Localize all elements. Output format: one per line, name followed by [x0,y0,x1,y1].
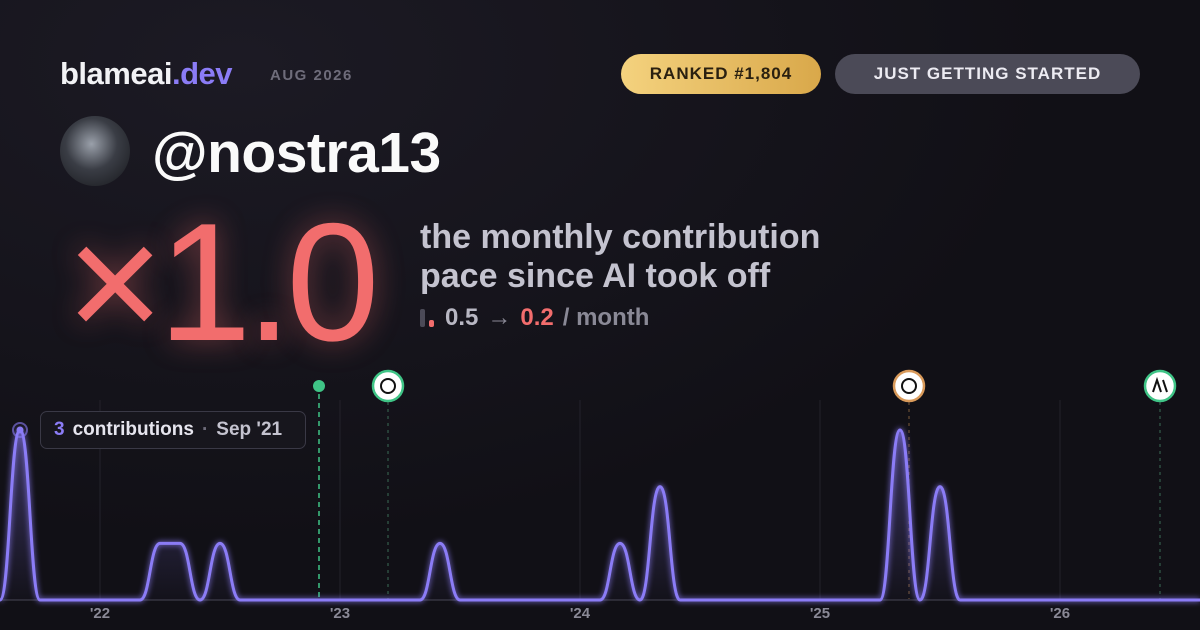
pace-before: 0.5 [445,304,479,331]
event-glyph [901,378,917,394]
pace-icon [420,309,436,327]
pace-arrow: → [487,304,512,331]
events [313,369,1177,600]
multiplier: ×1.0 [66,188,380,376]
x-tick-label: '23 [330,605,350,622]
pace-unit: / month [562,304,650,331]
area [0,430,1200,600]
x-tick-label: '26 [1050,605,1070,622]
brand: blameai.dev [60,56,232,92]
handle: @nostra13 [152,121,441,185]
description: the monthly contribution pace since AI t… [420,218,821,295]
x-tick-label: '24 [570,605,591,622]
highlight-dot [16,426,24,434]
x-tick-label: '22 [90,605,110,622]
event-glyph [380,378,396,394]
tooltip-separator: · [201,419,209,440]
brand-name: blameai [60,56,172,91]
date: AUG 2026 [270,67,353,84]
x-tick-label: '25 [810,605,830,622]
pace-after: 0.2 [520,304,554,331]
tooltip-label: contributions [72,419,194,440]
line [0,428,1200,602]
event-glyph [1152,376,1168,393]
avatar [60,116,130,186]
tooltip-month: Sep '21 [216,419,283,440]
rank-badge: RANKED #1,804 [621,54,821,94]
highlight-point [12,422,28,438]
tooltip: 3 contributions · Sep '21 [40,411,306,449]
tooltip-count: 3 [54,419,65,440]
status-badge: JUST GETTING STARTED [835,54,1140,94]
event-icon [892,369,926,403]
pace: 0.5 → 0.2 / month [420,304,649,332]
event-dot [313,380,325,392]
event-icon [371,369,405,403]
brand-tld: .dev [171,56,233,91]
